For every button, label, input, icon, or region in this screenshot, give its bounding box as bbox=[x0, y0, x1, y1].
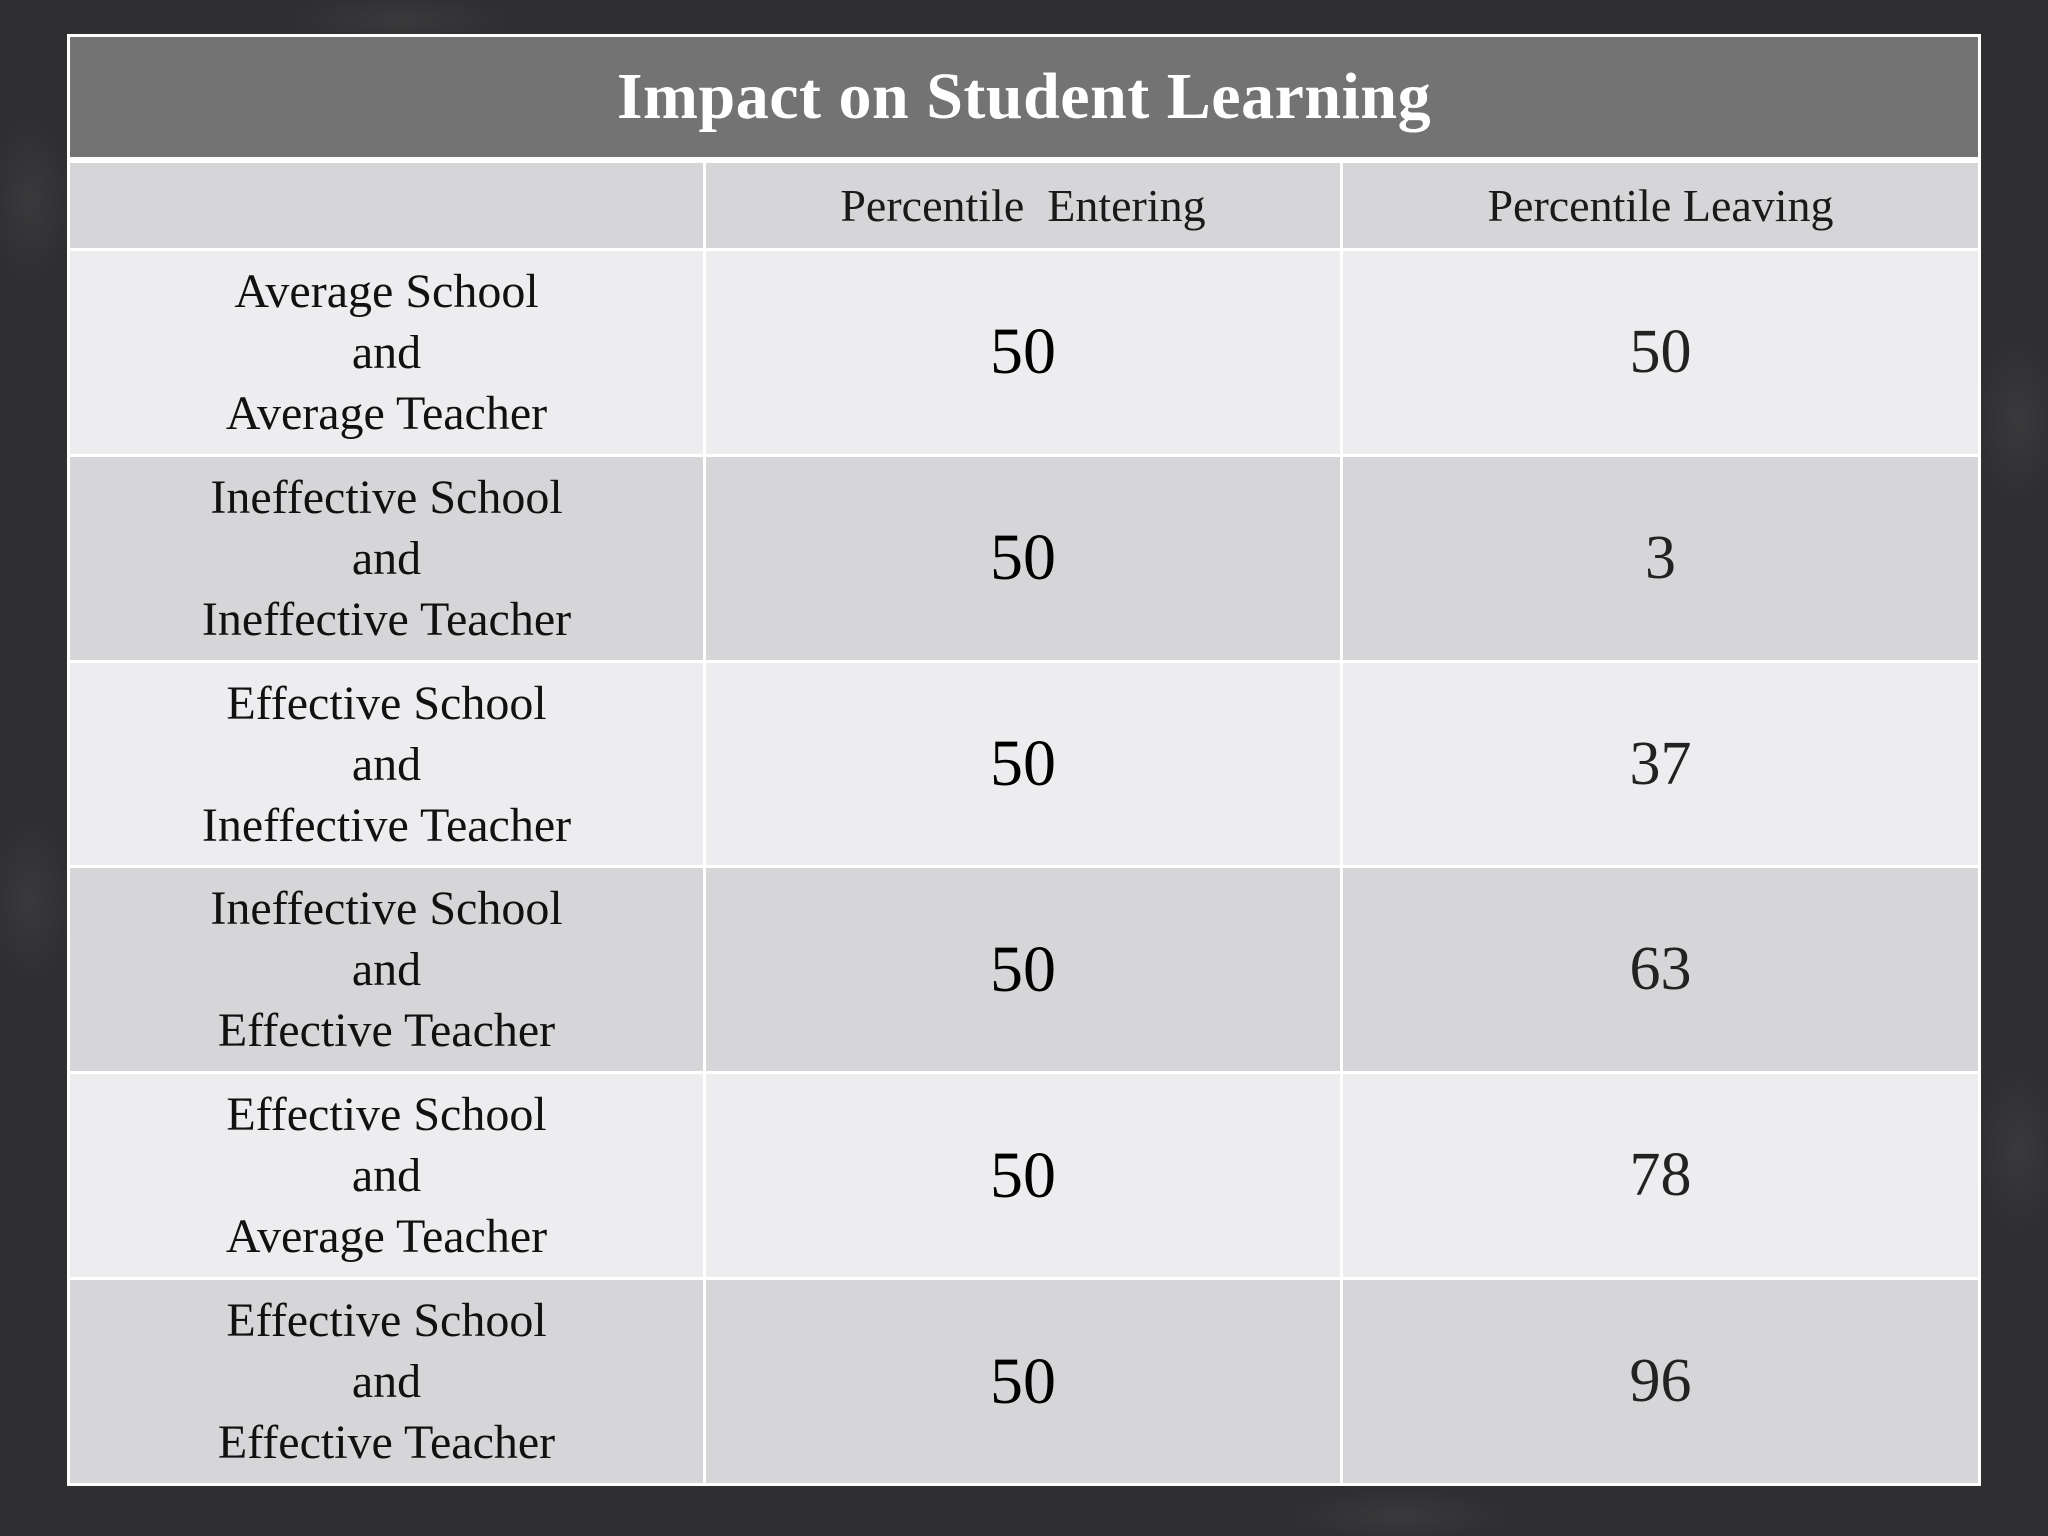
row-label-teacher: Ineffective Teacher bbox=[201, 798, 572, 852]
entering-value: 50 bbox=[706, 251, 1343, 454]
row-label-school: Effective School bbox=[226, 676, 547, 730]
leaving-value: 50 bbox=[1629, 317, 1692, 386]
leaving-value: 96 bbox=[1629, 1347, 1692, 1416]
entering-value: 50 bbox=[706, 662, 1343, 866]
entering-value: 50 bbox=[706, 1280, 1343, 1483]
entering-value: 50 bbox=[706, 1074, 1343, 1278]
row-label-cell: Effective School and Average Teacher bbox=[70, 1074, 706, 1278]
row-label-connector: and bbox=[351, 943, 422, 997]
row-label-teacher: Effective Teacher bbox=[217, 1004, 556, 1058]
row-label-school: Ineffective School bbox=[210, 882, 563, 936]
row-label-school: Ineffective School bbox=[210, 470, 563, 524]
row-label-connector: and bbox=[351, 1149, 422, 1203]
table-row: Ineffective School and Effective Teacher… bbox=[70, 868, 1978, 1075]
row-label-teacher: Ineffective Teacher bbox=[201, 592, 572, 646]
table-row: Effective School and Average Teacher 50 … bbox=[70, 1074, 1978, 1281]
entering-value: 50 bbox=[706, 868, 1343, 1072]
row-label-teacher: Average Teacher bbox=[225, 1210, 548, 1264]
row-label-school: Effective School bbox=[226, 1088, 547, 1142]
leaving-value: 3 bbox=[1645, 523, 1676, 592]
row-label-connector: and bbox=[351, 325, 422, 379]
row-label-connector: and bbox=[351, 1355, 422, 1409]
row-label-cell: Ineffective School and Ineffective Teach… bbox=[70, 456, 706, 660]
header-cell-entering: Percentile Entering bbox=[706, 163, 1343, 248]
row-label-connector: and bbox=[351, 737, 422, 791]
table-title: Impact on Student Learning bbox=[70, 37, 1978, 163]
entering-value: 50 bbox=[706, 456, 1343, 660]
leaving-value: 78 bbox=[1629, 1141, 1692, 1210]
row-label-teacher: Average Teacher bbox=[225, 386, 548, 440]
leaving-value: 37 bbox=[1629, 729, 1692, 798]
table-row: Average School and Average Teacher 50 50 bbox=[70, 251, 1978, 457]
data-table: Impact on Student Learning Percentile En… bbox=[67, 34, 1981, 1486]
row-label-cell: Effective School and Effective Teacher bbox=[70, 1280, 706, 1483]
row-label-cell: Effective School and Ineffective Teacher bbox=[70, 662, 706, 866]
table-row: Effective School and Effective Teacher 5… bbox=[70, 1280, 1978, 1483]
leaving-value: 63 bbox=[1629, 935, 1692, 1004]
header-row: Percentile Entering Percentile Leaving bbox=[70, 163, 1978, 251]
header-cell-leaving: Percentile Leaving bbox=[1487, 180, 1834, 231]
row-label-school: Effective School bbox=[226, 1294, 547, 1348]
row-label-cell: Average School and Average Teacher bbox=[70, 251, 706, 454]
table-row: Ineffective School and Ineffective Teach… bbox=[70, 456, 1978, 663]
header-cell-label bbox=[70, 163, 706, 248]
row-label-cell: Ineffective School and Effective Teacher bbox=[70, 868, 706, 1072]
table-row: Effective School and Ineffective Teacher… bbox=[70, 662, 1978, 869]
row-label-school: Average School bbox=[234, 264, 539, 318]
row-label-teacher: Effective Teacher bbox=[217, 1416, 556, 1470]
table-body: Average School and Average Teacher 50 50… bbox=[70, 251, 1978, 1483]
row-label-connector: and bbox=[351, 531, 422, 585]
